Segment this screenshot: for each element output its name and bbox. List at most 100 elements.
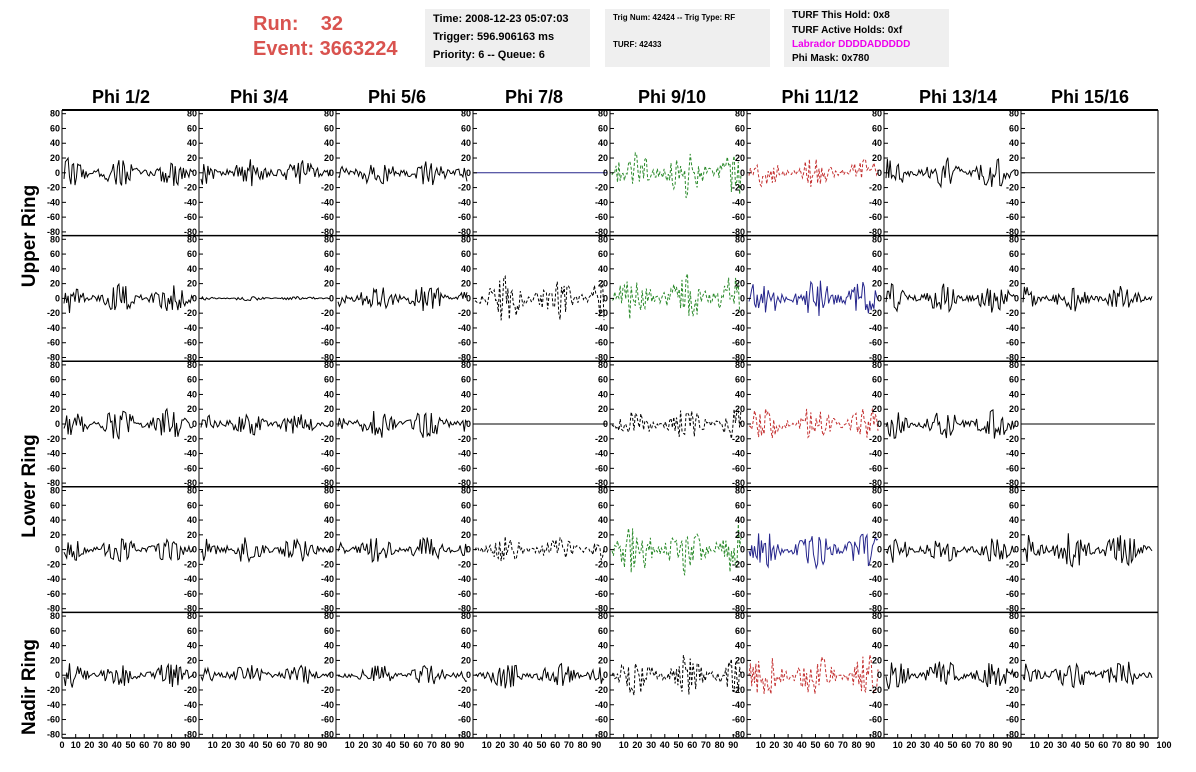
y-tick-label: -40 bbox=[321, 700, 334, 710]
y-tick-label: -60 bbox=[47, 338, 60, 348]
y-tick-label: 20 bbox=[187, 655, 197, 665]
y-tick-label: -60 bbox=[47, 212, 60, 222]
y-tick-label: 80 bbox=[872, 234, 882, 244]
x-tick-label: 60 bbox=[550, 740, 560, 750]
y-tick-label: 40 bbox=[598, 515, 608, 525]
y-tick-label: 60 bbox=[1009, 249, 1019, 259]
y-tick-label: 80 bbox=[50, 360, 60, 370]
y-tick-label: 60 bbox=[598, 500, 608, 510]
y-tick-label: 80 bbox=[461, 109, 471, 119]
y-tick-label: -20 bbox=[321, 559, 334, 569]
y-tick-label: 80 bbox=[50, 485, 60, 495]
y-tick-label: -80 bbox=[595, 353, 608, 363]
x-tick-label: 60 bbox=[824, 740, 834, 750]
y-tick-label: -60 bbox=[184, 338, 197, 348]
y-tick-label: 20 bbox=[461, 655, 471, 665]
y-tick-label: -40 bbox=[1006, 449, 1019, 459]
time-info-box: Time: 2008-12-23 05:07:03 Trigger: 596.9… bbox=[425, 9, 590, 67]
y-tick-label: 20 bbox=[872, 153, 882, 163]
y-tick-label: 0 bbox=[740, 419, 745, 429]
y-tick-label: -60 bbox=[321, 212, 334, 222]
y-tick-label: -40 bbox=[869, 197, 882, 207]
y-tick-label: -40 bbox=[184, 323, 197, 333]
y-tick-label: -20 bbox=[184, 183, 197, 193]
y-tick-label: 80 bbox=[324, 109, 334, 119]
y-tick-label: -60 bbox=[458, 589, 471, 599]
y-tick-label: 60 bbox=[735, 123, 745, 133]
y-tick-label: -60 bbox=[732, 715, 745, 725]
y-tick-label: 0 bbox=[55, 293, 60, 303]
x-tick-label: 100 bbox=[1156, 740, 1171, 750]
y-tick-label: -80 bbox=[184, 353, 197, 363]
y-tick-label: 40 bbox=[187, 641, 197, 651]
y-tick-label: 0 bbox=[877, 168, 882, 178]
waveform-panel bbox=[474, 274, 605, 321]
y-tick-label: 40 bbox=[598, 138, 608, 148]
y-tick-label: 0 bbox=[192, 545, 197, 555]
y-tick-label: -40 bbox=[595, 700, 608, 710]
x-tick-label: 80 bbox=[852, 740, 862, 750]
y-tick-label: 80 bbox=[872, 611, 882, 621]
y-tick-label: -20 bbox=[1006, 559, 1019, 569]
y-tick-label: 40 bbox=[324, 138, 334, 148]
y-tick-label: -60 bbox=[458, 212, 471, 222]
y-tick-label: -80 bbox=[595, 729, 608, 739]
y-tick-label: 60 bbox=[598, 375, 608, 385]
y-tick-label: 40 bbox=[461, 389, 471, 399]
y-tick-label: -60 bbox=[732, 212, 745, 222]
y-tick-label: 80 bbox=[598, 234, 608, 244]
y-tick-label: -60 bbox=[1006, 338, 1019, 348]
x-tick-label: 70 bbox=[1112, 740, 1122, 750]
waveform-trace bbox=[748, 158, 879, 188]
y-tick-label: -40 bbox=[184, 700, 197, 710]
phi-header-1-2: Phi 1/2 bbox=[91, 87, 151, 107]
y-tick-label: 20 bbox=[461, 530, 471, 540]
y-tick-label: 0 bbox=[55, 419, 60, 429]
waveform-trace bbox=[748, 408, 879, 439]
y-tick-label: 20 bbox=[735, 153, 745, 163]
y-tick-label: -20 bbox=[321, 308, 334, 318]
y-tick-label: 60 bbox=[461, 626, 471, 636]
y-tick-label: -80 bbox=[1006, 478, 1019, 488]
y-tick-label: -40 bbox=[184, 449, 197, 459]
trigger-info-box: Trig Num: 42424 -- Trig Type: RF TURF: 4… bbox=[605, 9, 770, 67]
y-tick-label: -60 bbox=[595, 715, 608, 725]
y-tick-label: -40 bbox=[184, 574, 197, 584]
y-tick-label: 20 bbox=[598, 404, 608, 414]
y-tick-label: 60 bbox=[735, 249, 745, 259]
waveform-trace bbox=[200, 537, 331, 564]
y-tick-label: 40 bbox=[187, 389, 197, 399]
y-tick-label: 60 bbox=[1009, 500, 1019, 510]
y-tick-label: 20 bbox=[50, 279, 60, 289]
y-tick-label: -80 bbox=[184, 604, 197, 614]
y-tick-label: 20 bbox=[461, 153, 471, 163]
y-tick-label: -20 bbox=[458, 183, 471, 193]
waveform-panel bbox=[337, 410, 468, 438]
phi-header-13-14: Phi 13/14 bbox=[918, 87, 998, 107]
y-tick-label: 20 bbox=[461, 404, 471, 414]
y-tick-label: 20 bbox=[872, 279, 882, 289]
phi-header-11-12: Phi 11/12 bbox=[781, 87, 859, 107]
y-tick-label: 60 bbox=[324, 123, 334, 133]
y-tick-label: 80 bbox=[598, 109, 608, 119]
x-tick-label: 10 bbox=[619, 740, 629, 750]
y-tick-label: -40 bbox=[595, 574, 608, 584]
y-tick-label: 40 bbox=[461, 264, 471, 274]
waveform-trace bbox=[63, 156, 194, 187]
y-tick-label: 0 bbox=[192, 670, 197, 680]
y-tick-label: -80 bbox=[732, 478, 745, 488]
y-tick-label: 0 bbox=[55, 168, 60, 178]
y-tick-label: 40 bbox=[187, 515, 197, 525]
y-tick-label: 0 bbox=[603, 670, 608, 680]
y-tick-label: 20 bbox=[735, 655, 745, 665]
y-tick-label: 60 bbox=[461, 123, 471, 133]
y-tick-label: -60 bbox=[732, 589, 745, 599]
waveform-panel bbox=[748, 533, 879, 570]
y-tick-label: 20 bbox=[1009, 404, 1019, 414]
waveform-trace bbox=[337, 537, 468, 563]
y-tick-label: -60 bbox=[47, 715, 60, 725]
y-tick-label: 60 bbox=[735, 626, 745, 636]
waveform-trace bbox=[200, 664, 331, 684]
y-tick-label: 40 bbox=[187, 264, 197, 274]
